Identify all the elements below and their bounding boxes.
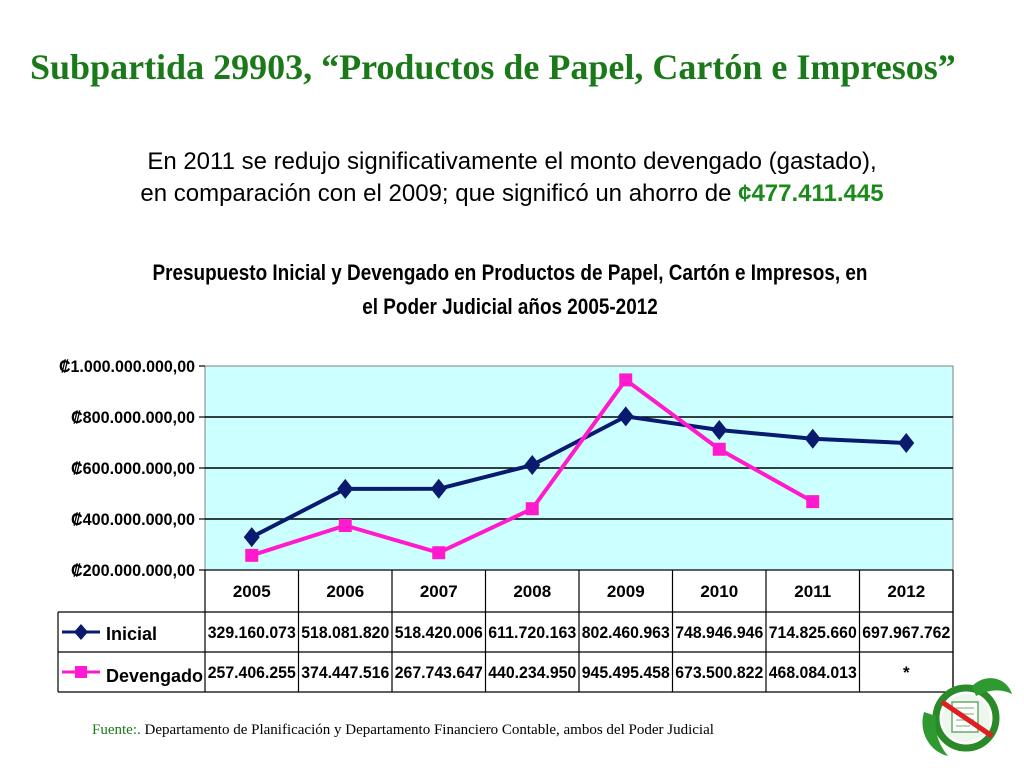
table-cell-value: * [903, 663, 910, 682]
data-point-inicial [430, 478, 447, 499]
table-cell-value: 697.967.762 [862, 623, 950, 642]
data-point-devengado [806, 495, 820, 509]
legend-series-name: Inicial [106, 624, 157, 644]
savings-amount: ¢477.411.445 [738, 180, 884, 207]
data-point-devengado [432, 546, 446, 560]
x-tick-label: 2012 [887, 582, 925, 601]
data-point-inicial [711, 420, 728, 441]
y-tick-label: ₡800.000.000,00 [71, 408, 195, 427]
legend-series-name: Devengado [106, 666, 203, 686]
data-point-inicial [524, 455, 541, 476]
source-text: Departamento de Planificación y Departam… [140, 722, 714, 738]
x-tick-label: 2009 [607, 582, 645, 601]
summary-text: En 2011 se redujo significativamente el … [40, 146, 984, 210]
data-point-devengado [525, 502, 539, 516]
data-point-devengado [712, 442, 726, 456]
x-tick-label: 2011 [794, 582, 831, 601]
y-tick-label: ₡600.000.000,00 [71, 459, 195, 478]
y-tick-label: ₡200.000.000,00 [71, 561, 195, 580]
source-lead: Fuente:. [92, 722, 141, 738]
data-point-inicial [898, 433, 915, 454]
data-point-devengado [338, 519, 352, 533]
data-point-devengado [619, 373, 633, 387]
chart-title-line-1: Presupuesto Inicial y Devengado en Produ… [152, 260, 868, 285]
data-point-inicial [243, 527, 260, 548]
table-cell-value: 518.420.006 [395, 623, 483, 642]
table-cell-value: 329.160.073 [208, 623, 296, 642]
table-cell-value: 611.720.163 [488, 623, 576, 642]
summary-line-1: En 2011 se redujo significativamente el … [147, 148, 877, 175]
table-cell-value: 468.084.013 [769, 663, 857, 682]
data-point-inicial [804, 428, 821, 449]
source-note: Fuente:. Departamento de Planificación y… [92, 722, 714, 739]
x-tick-label: 2008 [513, 582, 551, 601]
table-cell-value: 518.081.820 [301, 623, 389, 642]
y-tick-label: ₡400.000.000,00 [71, 510, 195, 529]
table-cell-value: 673.500.822 [675, 663, 763, 682]
table-cell-value: 945.495.458 [582, 663, 670, 682]
table-cell-value: 257.406.255 [208, 663, 296, 682]
data-point-inicial [617, 406, 634, 427]
table-cell-value: 267.743.647 [395, 663, 483, 682]
y-tick-label: ₡1.000.000.000,00 [59, 357, 195, 376]
table-cell-value: 440.234.950 [488, 663, 576, 682]
table-cell-value: 714.825.660 [769, 623, 857, 642]
chart-title-line-2: el Poder Judicial años 2005-2012 [362, 294, 658, 319]
legend-marker [74, 624, 88, 640]
table-cell-value: 802.460.963 [582, 623, 670, 642]
x-tick-label: 2007 [420, 582, 458, 601]
data-point-devengado [245, 548, 259, 562]
page-title: Subpartida 29903, “Productos de Papel, C… [30, 47, 956, 87]
summary-line-2: en comparación con el 2009; que signific… [40, 178, 984, 210]
table-cell-value: 374.447.516 [301, 663, 389, 682]
summary-line-2-text: en comparación con el 2009; que signific… [140, 180, 732, 207]
series-line-inicial [250, 414, 907, 539]
x-tick-label: 2006 [326, 582, 364, 601]
poder-judicial-logo-icon [922, 678, 1012, 756]
data-point-inicial [337, 478, 354, 499]
legend-marker [75, 666, 87, 678]
chart-title: Presupuesto Inicial y Devengado en Produ… [123, 256, 897, 324]
table-cell-value: 748.946.946 [675, 623, 763, 642]
x-tick-label: 2010 [700, 582, 738, 601]
x-tick-label: 2005 [233, 582, 271, 601]
